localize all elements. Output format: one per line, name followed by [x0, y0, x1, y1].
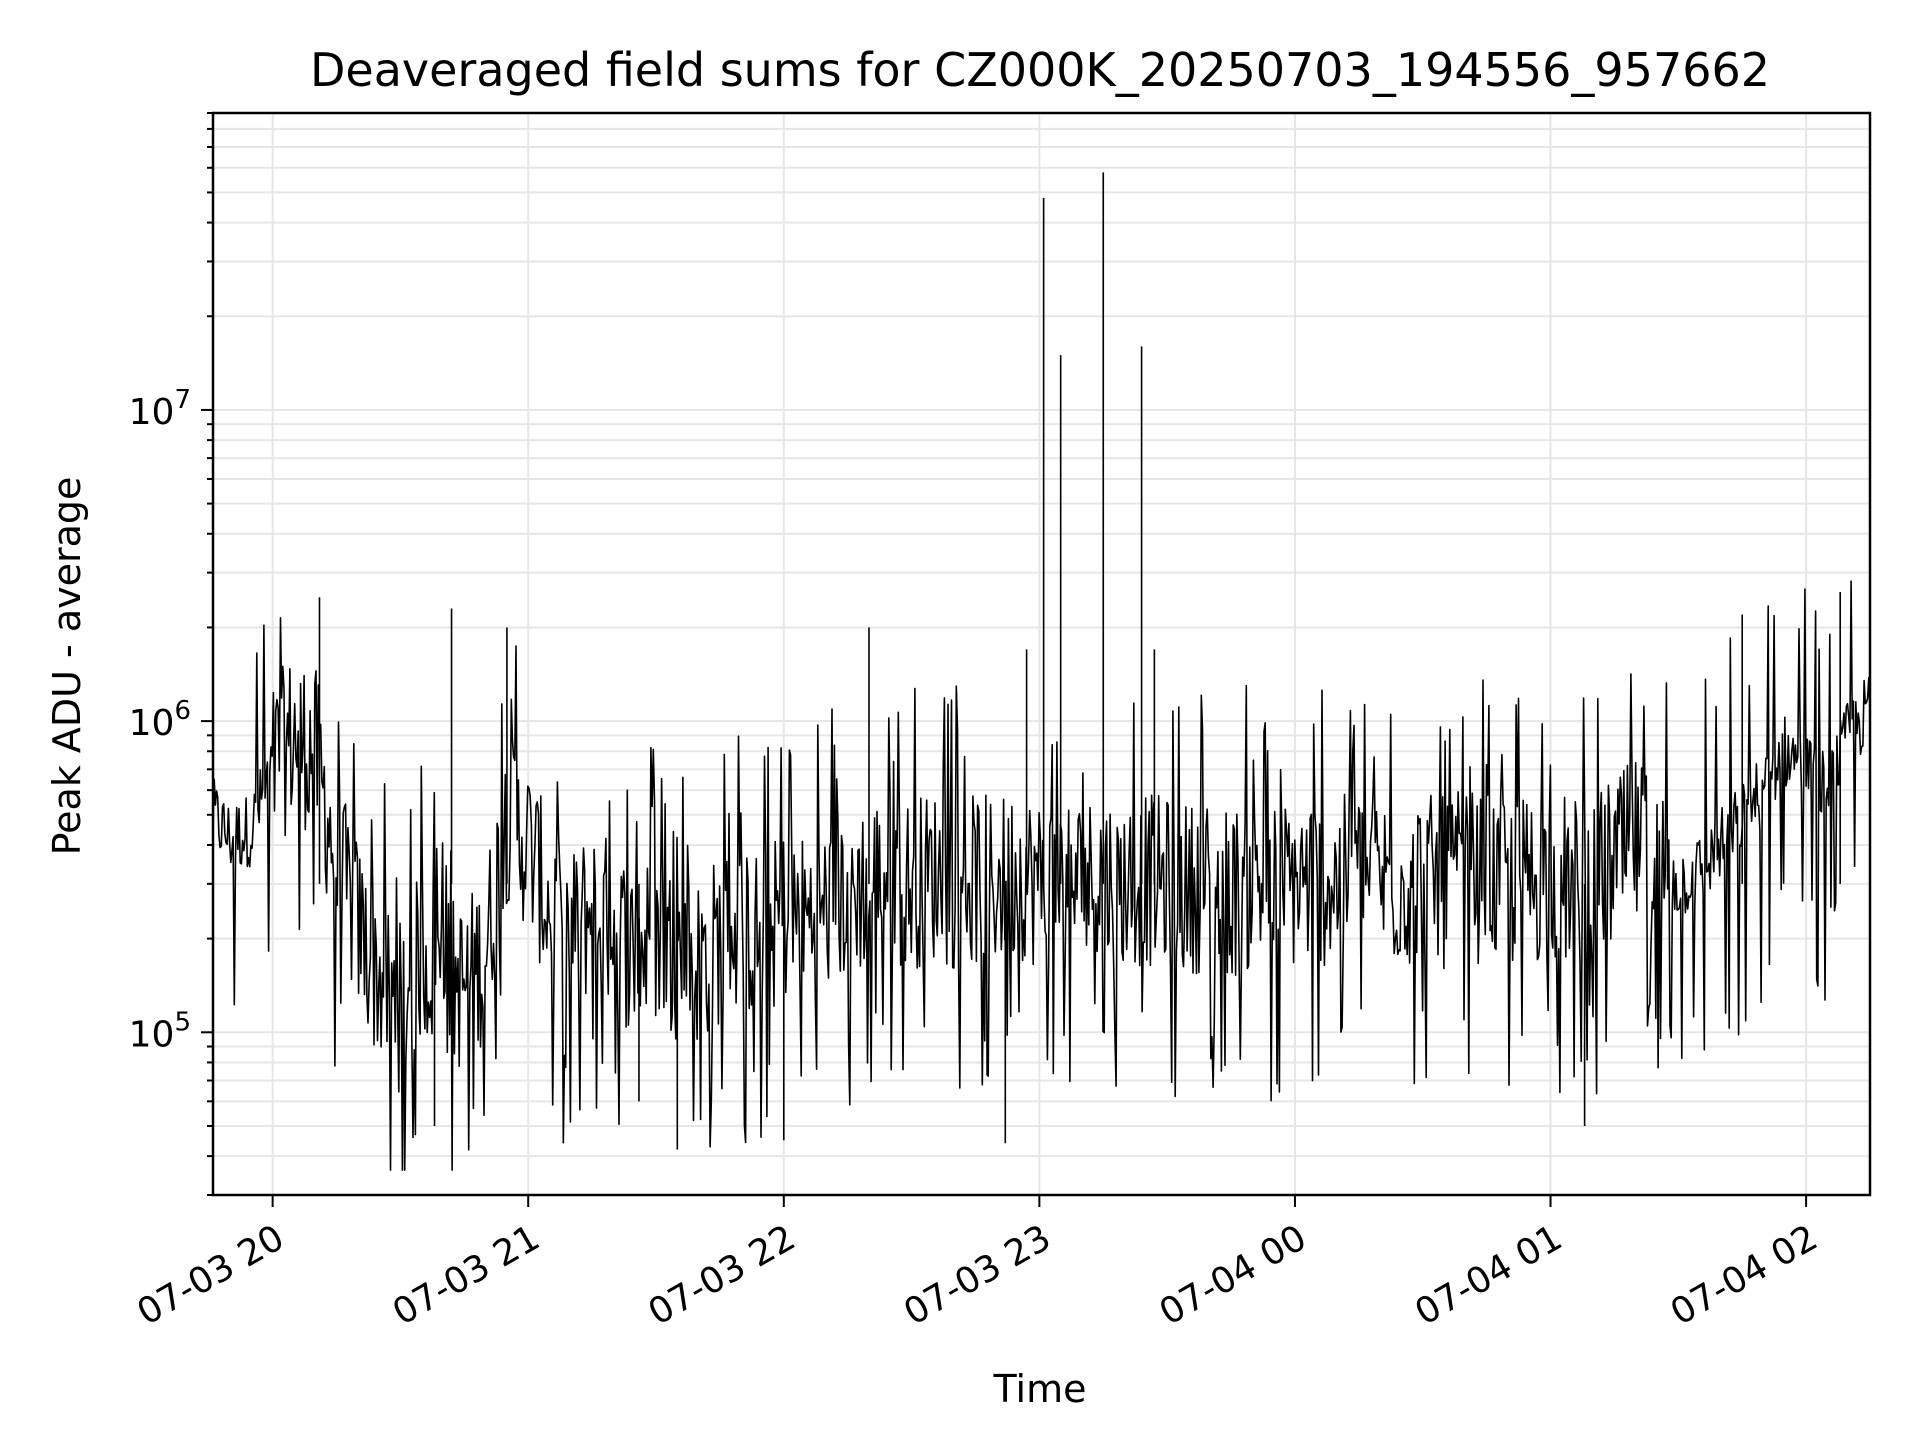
y-tick-base: 10: [129, 703, 175, 744]
data-line: [212, 172, 1871, 1171]
grid: [213, 112, 1870, 1196]
x-tick-label: 07-03 23: [897, 1217, 1058, 1333]
x-tick-label: 07-03 22: [642, 1217, 803, 1333]
x-axis-label: Time: [993, 1367, 1087, 1411]
y-tick-exponent: 5: [174, 1007, 191, 1037]
ticks: 07-03 20 07-03 21 07-03 22 07-03 23 07-04 00…: [129, 112, 1825, 1334]
y-tick-label: 105: [129, 1007, 191, 1055]
y-tick-label: 107: [129, 385, 191, 433]
y-tick-exponent: 6: [174, 696, 191, 726]
y-axis-label: Peak ADU - average: [45, 477, 89, 856]
y-tick-base: 10: [129, 1014, 175, 1055]
x-tick-label: 07-04 02: [1664, 1217, 1825, 1333]
y-tick-exponent: 7: [174, 385, 191, 415]
series-line: [212, 580, 1871, 1171]
y-tick-base: 10: [129, 392, 175, 433]
plot-frame: [211, 111, 1872, 1197]
y-tick-label: 106: [129, 696, 191, 744]
x-tick-label: 07-04 00: [1153, 1217, 1314, 1333]
chart-title: Deaveraged field sums for CZ000K_2025070…: [310, 43, 1770, 97]
x-tick-label: 07-04 01: [1408, 1217, 1569, 1333]
x-tick-label: 07-03 20: [130, 1217, 291, 1333]
x-tick-label: 07-03 21: [386, 1217, 547, 1333]
